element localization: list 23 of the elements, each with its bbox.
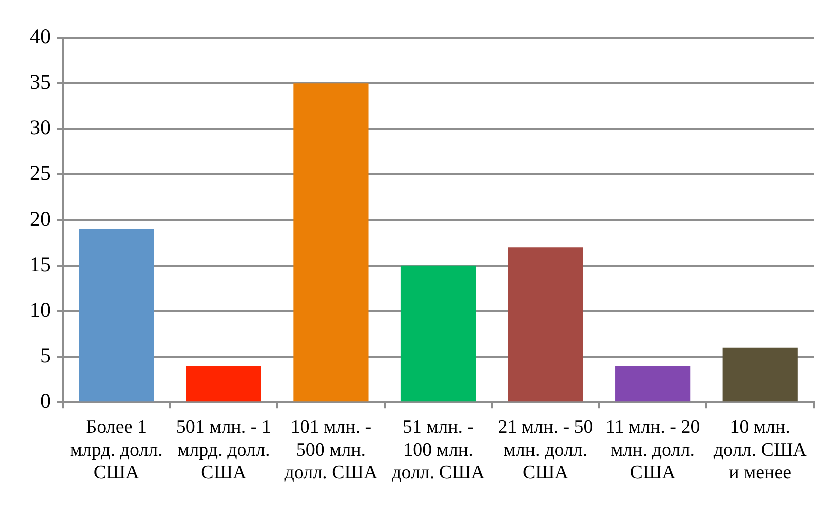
- y-tick-label: 5: [40, 344, 51, 368]
- bar: [722, 348, 798, 402]
- y-tick-label: 40: [30, 24, 51, 49]
- bar: [616, 366, 691, 402]
- y-tick-label: 35: [30, 70, 51, 94]
- bar: [508, 248, 584, 402]
- y-tick-label: 20: [30, 206, 51, 231]
- bar: [79, 229, 154, 402]
- x-tick-label: 51 млн. - 100 млн. долл. США: [392, 416, 486, 484]
- x-tick-label: 11 млн. - 20 млн. долл. США: [606, 416, 700, 484]
- x-tick-label: 21 млн. - 50 млн. долл. США: [498, 416, 594, 484]
- x-tick-label: 101 млн. - 500 млн. долл. США: [284, 416, 378, 484]
- x-tick-label: 501 млн. - 1 млрд. долл. США: [176, 416, 272, 484]
- y-tick-label: 10: [30, 298, 51, 322]
- y-tick-label: 25: [30, 161, 51, 186]
- y-tick-label: 30: [30, 116, 51, 140]
- x-tick-label: 10 млн. долл. США и менее: [714, 416, 808, 484]
- y-tick-label: 0: [40, 389, 51, 414]
- bar: [294, 84, 369, 402]
- x-tick-label: Более 1 млрд. долл. США: [70, 416, 163, 484]
- bar: [400, 266, 476, 402]
- y-tick-label: 15: [30, 252, 51, 276]
- bar: [186, 366, 262, 402]
